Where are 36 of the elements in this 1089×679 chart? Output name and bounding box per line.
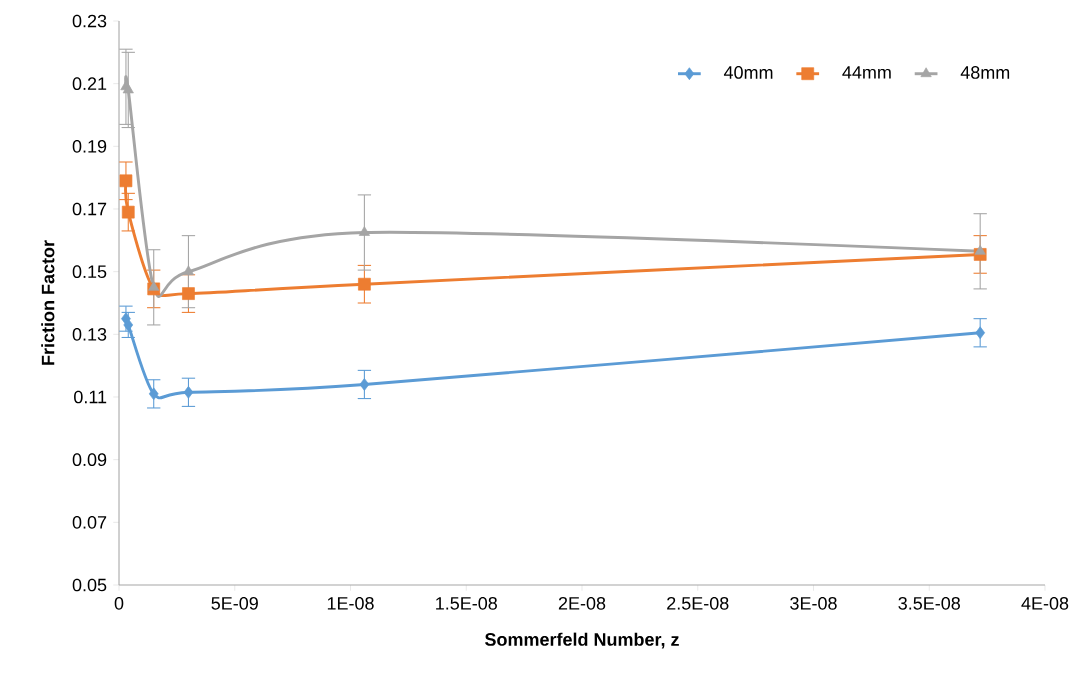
- x-tick-label: 3E-08: [790, 596, 837, 610]
- point: [119, 174, 133, 188]
- x-tick-label: 2.5E-08: [667, 596, 729, 610]
- point: [182, 265, 194, 276]
- point: [974, 244, 986, 255]
- legend-label: 44mm: [842, 66, 891, 79]
- point: [148, 387, 159, 401]
- x-tick-label: 3.5E-08: [898, 596, 960, 610]
- y-tick-label: 0.19: [72, 139, 107, 153]
- y-tick-label: 0.07: [72, 515, 107, 529]
- x-tick-label: 0: [114, 596, 124, 610]
- point: [182, 287, 195, 300]
- y-tick-label: 0.11: [74, 390, 107, 404]
- y-tick-label: 0.09: [72, 453, 107, 467]
- y-tick-label: 0.05: [72, 578, 107, 592]
- legend-label: 48mm: [960, 66, 1010, 79]
- x-axis-title: Sommerfeld Number, z: [485, 632, 679, 649]
- y-tick-label: 0.17: [72, 202, 107, 216]
- y-tick-label: 0.21: [72, 77, 107, 91]
- point: [148, 280, 160, 291]
- x-tick-label: 1E-08: [327, 596, 374, 610]
- point: [975, 326, 986, 340]
- x-tick-label: 4E-08: [1021, 596, 1069, 610]
- y-tick-label: 0.13: [72, 327, 107, 341]
- point: [121, 205, 135, 219]
- legend-label: 40mm: [723, 66, 773, 79]
- x-tick-label: 2E-08: [558, 596, 606, 610]
- point: [359, 378, 370, 391]
- x-tick-label: 1.5E-08: [436, 596, 497, 610]
- point: [358, 226, 370, 236]
- y-axis-title: Friction Factor: [41, 240, 55, 365]
- y-tick-label: 0.23: [72, 14, 107, 28]
- y-tick-label: 0.15: [72, 265, 107, 279]
- x-tick-label: 5E-09: [211, 596, 258, 610]
- point: [183, 385, 194, 399]
- point: [358, 277, 371, 291]
